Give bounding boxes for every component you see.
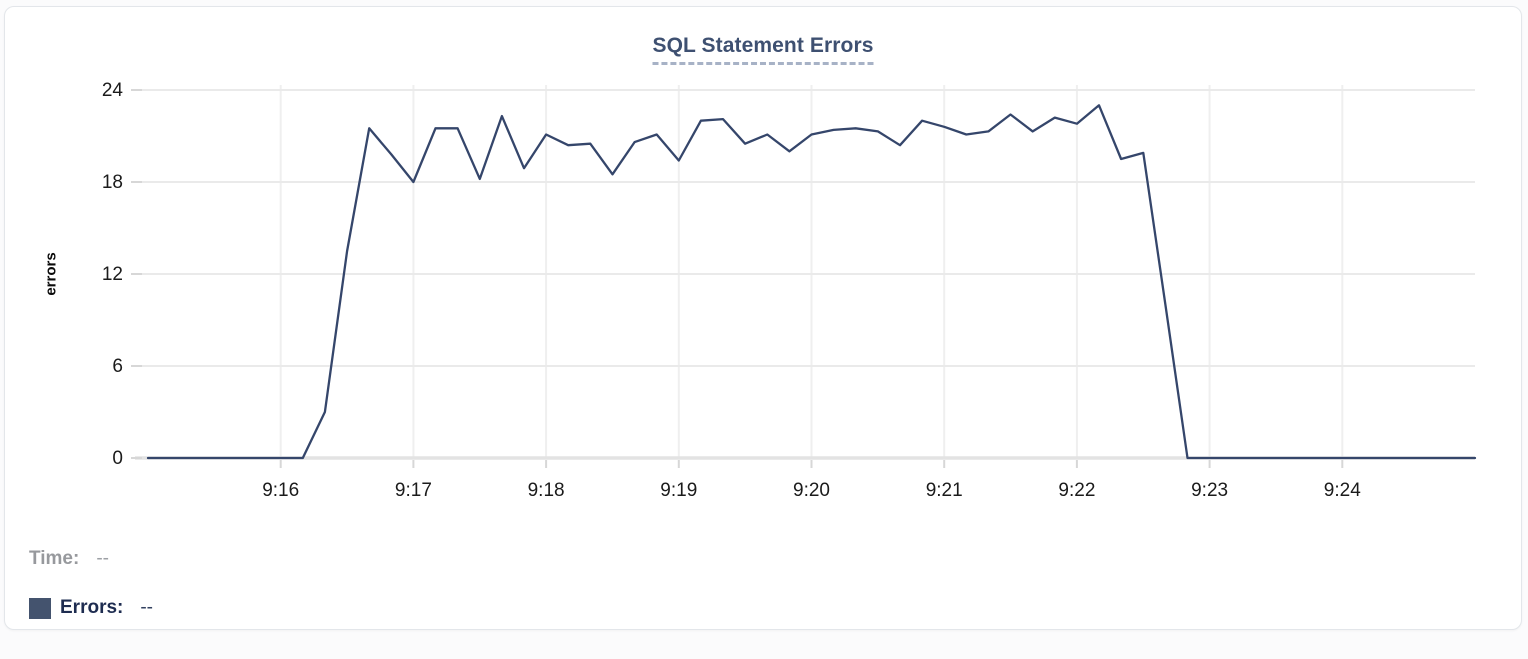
errors-series-line (146, 104, 1477, 460)
errors-legend-label: Errors: (60, 597, 124, 618)
errors-legend-value: -- (140, 597, 154, 618)
time-readout: Time: -- (29, 548, 109, 570)
errors-line-chart[interactable]: 9:16 9:17 9:18 9:19 9:20 9:21 9:22 9:23 9:24 0 6 12… (5, 7, 1528, 659)
chart-card: SQL Statement Errors errors 9:16 9:17 9:18… (4, 6, 1522, 630)
x-tick-label: 9:20 (793, 480, 830, 501)
errors-legend[interactable]: Errors: -- (29, 597, 153, 619)
time-readout-label: Time: (29, 548, 80, 569)
x-tick-label: 9:19 (660, 480, 697, 501)
y-tick-label: 0 (112, 448, 123, 469)
errors-legend-swatch (29, 597, 51, 619)
x-tick-label: 9:22 (1058, 480, 1095, 501)
y-tick-label: 18 (102, 172, 123, 193)
x-tick-label: 9:24 (1324, 480, 1361, 501)
x-tick-label: 9:18 (528, 480, 565, 501)
x-tick-label: 9:16 (262, 480, 299, 501)
time-readout-value: -- (96, 548, 109, 569)
chart-title[interactable]: SQL Statement Errors (652, 34, 874, 65)
x-tick-label: 9:23 (1191, 480, 1228, 501)
y-tick-label: 24 (102, 80, 124, 101)
y-tick-label: 12 (102, 264, 123, 285)
x-tick-label: 9:21 (926, 480, 963, 501)
y-tick-label: 6 (112, 356, 123, 377)
x-tick-label: 9:17 (395, 480, 432, 501)
